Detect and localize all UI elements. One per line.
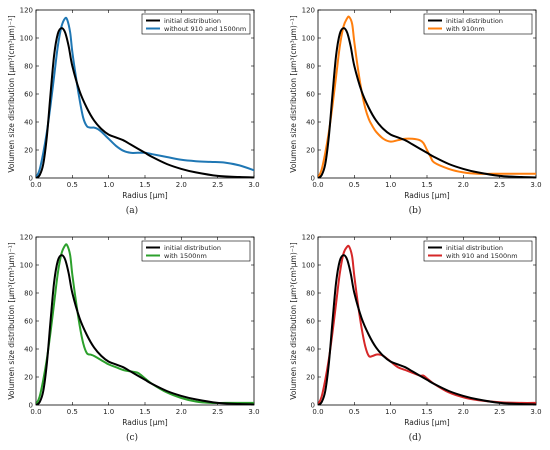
x-tick-label: 1.5 <box>139 181 150 189</box>
x-tick-label: 0.5 <box>349 181 360 189</box>
x-tick-label: 1.5 <box>139 408 150 416</box>
x-tick-label: 0.0 <box>30 408 41 416</box>
y-tick-label: 0 <box>311 402 315 410</box>
y-axis-label: Volumen size distribution [μm³(cm³μm)⁻¹] <box>7 15 16 172</box>
y-tick-label: 20 <box>24 374 33 382</box>
x-tick-label: 0.5 <box>349 408 360 416</box>
x-tick-label: 3.0 <box>530 408 541 416</box>
y-tick-label: 100 <box>302 262 315 270</box>
y-tick-label: 40 <box>24 346 33 354</box>
panel-caption: (b) <box>409 205 422 216</box>
chart-panel-b: 0.0 0.5 1.0 1.5 2.0 2.5 3.0 0 20 40 60 80 100 120 Radi… <box>289 7 542 217</box>
x-axis-label: Radius [μm] <box>122 191 168 200</box>
x-tick-label: 2.5 <box>494 181 505 189</box>
x-tick-label: 0.5 <box>67 181 78 189</box>
legend-entry: initial distribution <box>446 244 503 252</box>
x-tick-label: 2.0 <box>458 181 469 189</box>
panel-caption: (a) <box>126 205 138 216</box>
legend-box <box>141 240 251 262</box>
chart-panel-d: 0.0 0.5 1.0 1.5 2.0 2.5 3.0 0 20 40 60 80 100 120 Radi… <box>289 234 542 444</box>
y-tick-label: 40 <box>306 119 315 127</box>
y-tick-label: 40 <box>24 119 33 127</box>
y-axis-label: Volumen size distribution [μm³(cm³μm)⁻¹] <box>289 242 298 399</box>
legend-entry: with 910 and 1500nm <box>446 252 518 260</box>
series-line-1 <box>318 15 536 178</box>
legend-box <box>423 13 533 35</box>
y-tick-label: 0 <box>29 175 33 183</box>
chart-panel-c: 0.0 0.5 1.0 1.5 2.0 2.5 3.0 0 20 40 60 80 100 120 Radi… <box>7 234 260 444</box>
x-tick-label: 3.0 <box>248 181 259 189</box>
x-tick-label: 2.0 <box>458 408 469 416</box>
legend-entry: without 910 and 1500nm <box>164 25 246 33</box>
x-tick-label: 2.0 <box>176 408 187 416</box>
legend-entry: initial distribution <box>164 244 221 252</box>
y-tick-label: 60 <box>24 318 33 326</box>
legend-entry: initial distribution <box>164 17 221 25</box>
y-tick-label: 0 <box>311 175 315 183</box>
series-line-0 <box>318 254 536 405</box>
legend-entry: with 1500nm <box>164 252 207 260</box>
y-axis-label: Volumen size distribution [μm³(cm³μm)⁻¹] <box>289 15 298 172</box>
x-tick-label: 0.0 <box>30 181 41 189</box>
y-tick-label: 20 <box>24 147 33 155</box>
x-tick-label: 0.0 <box>312 408 323 416</box>
x-tick-label: 3.0 <box>530 181 541 189</box>
chart-panel-a: 0.0 0.5 1.0 1.5 2.0 2.5 3.0 0 20 40 60 80 100 120 Radi… <box>7 7 260 217</box>
y-tick-label: 60 <box>306 91 315 99</box>
series-line-0 <box>318 27 536 178</box>
y-tick-label: 40 <box>306 346 315 354</box>
x-tick-label: 1.5 <box>421 181 432 189</box>
legend-box <box>423 240 533 262</box>
y-tick-label: 80 <box>306 63 315 71</box>
panel-caption: (d) <box>409 432 422 443</box>
y-tick-label: 20 <box>306 374 315 382</box>
x-tick-label: 2.5 <box>212 181 223 189</box>
legend-box <box>141 13 251 35</box>
y-tick-label: 60 <box>24 91 33 99</box>
x-axis-label: Radius [μm] <box>404 418 450 427</box>
x-tick-label: 0.5 <box>67 408 78 416</box>
y-tick-label: 80 <box>24 290 33 298</box>
x-tick-label: 1.0 <box>385 181 396 189</box>
series-line-1 <box>36 16 254 178</box>
x-tick-label: 1.5 <box>421 408 432 416</box>
y-tick-label: 80 <box>24 63 33 71</box>
y-tick-label: 120 <box>302 7 315 15</box>
x-tick-label: 1.0 <box>103 181 114 189</box>
y-tick-label: 100 <box>302 35 315 43</box>
y-tick-label: 60 <box>306 318 315 326</box>
y-tick-label: 120 <box>20 234 33 242</box>
panel-caption: (c) <box>126 432 138 443</box>
series-line-0 <box>36 27 254 178</box>
y-tick-label: 0 <box>29 402 33 410</box>
y-tick-label: 120 <box>302 234 315 242</box>
y-tick-label: 100 <box>20 35 33 43</box>
x-tick-label: 2.5 <box>212 408 223 416</box>
y-tick-label: 20 <box>306 147 315 155</box>
y-tick-label: 80 <box>306 290 315 298</box>
series-line-1 <box>36 243 254 405</box>
x-tick-label: 1.0 <box>103 408 114 416</box>
x-tick-label: 0.0 <box>312 181 323 189</box>
x-tick-label: 1.0 <box>385 408 396 416</box>
x-axis-label: Radius [μm] <box>404 191 450 200</box>
y-tick-label: 100 <box>20 262 33 270</box>
y-tick-label: 120 <box>20 7 33 15</box>
x-axis-label: Radius [μm] <box>122 418 168 427</box>
x-tick-label: 2.5 <box>494 408 505 416</box>
legend-entry: with 910nm <box>446 25 485 33</box>
y-axis-label: Volumen size distribution [μm³(cm³μm)⁻¹] <box>7 242 16 399</box>
series-line-0 <box>36 254 254 405</box>
x-tick-label: 3.0 <box>248 408 259 416</box>
legend-entry: initial distribution <box>446 17 503 25</box>
x-tick-label: 2.0 <box>176 181 187 189</box>
